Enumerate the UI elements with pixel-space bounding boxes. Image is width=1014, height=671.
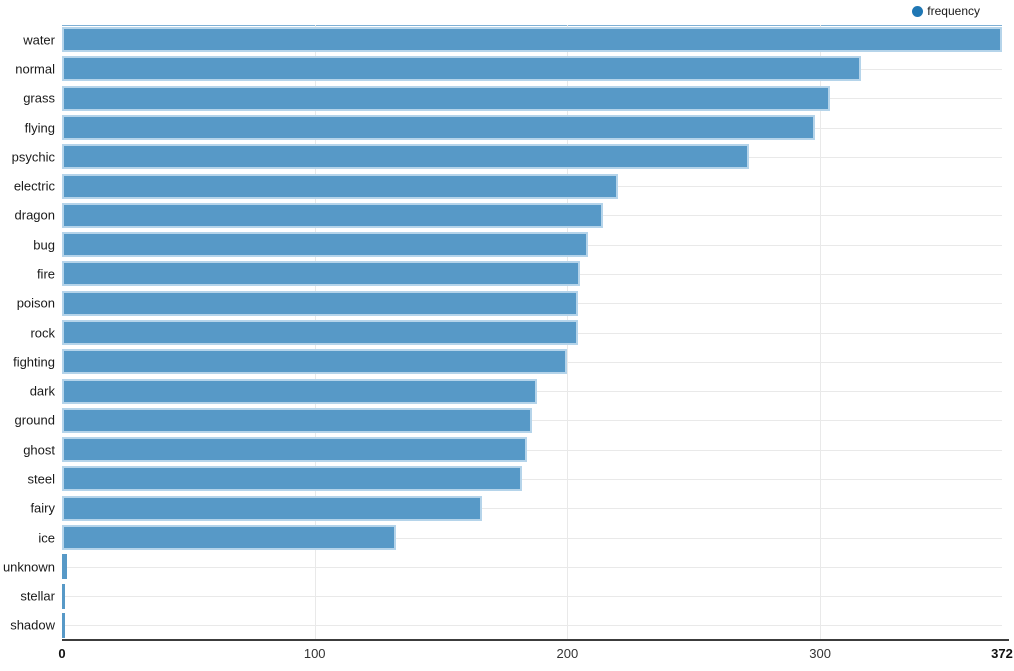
bar-poison[interactable]	[62, 290, 578, 316]
bar-steel[interactable]	[62, 466, 522, 492]
y-axis-label-dark: dark	[29, 383, 55, 399]
bar-bug[interactable]	[62, 232, 588, 258]
legend-marker-icon	[912, 5, 924, 17]
y-gridline	[62, 508, 1002, 510]
y-axis-label-fighting: fighting	[13, 354, 55, 370]
bar-ground[interactable]	[62, 407, 532, 433]
bar-fairy[interactable]	[62, 495, 482, 521]
legend-label: frequency	[927, 4, 980, 18]
bar-rock[interactable]	[62, 320, 578, 345]
bar-stellar[interactable]	[62, 583, 65, 609]
y-axis-label-unknown: unknown	[2, 559, 55, 575]
y-axis-label-stellar: stellar	[20, 588, 55, 604]
x-tick-label-100: 100	[303, 646, 326, 661]
bar-ghost[interactable]	[62, 437, 527, 463]
plot-top-border	[62, 25, 1002, 26]
y-axis-label-normal: normal	[15, 61, 55, 77]
y-gridline	[62, 566, 1002, 568]
bar-normal[interactable]	[62, 56, 861, 82]
bar-water[interactable]	[62, 27, 1002, 53]
x-axis-line	[62, 639, 1009, 641]
x-tick-label-300: 300	[809, 646, 831, 661]
x-tick-label-200: 200	[556, 646, 579, 661]
bar-flying[interactable]	[62, 115, 815, 140]
y-axis-label-fire: fire	[36, 266, 55, 282]
bar-unknown[interactable]	[62, 554, 68, 580]
y-axis-label-rock: rock	[30, 325, 55, 340]
y-axis-label-flying: flying	[24, 120, 55, 135]
bar-fire[interactable]	[62, 261, 580, 287]
bar-fighting[interactable]	[62, 349, 568, 375]
y-gridline	[62, 537, 1002, 539]
y-axis-label-ice: ice	[38, 530, 55, 545]
y-gridline	[62, 420, 1002, 422]
y-axis-label-poison: poison	[16, 295, 55, 311]
y-gridline	[62, 478, 1002, 480]
x-tick-label-372: 372	[991, 646, 1013, 661]
y-axis-label-electric: electric	[13, 178, 55, 194]
y-axis-label-fairy: fairy	[30, 500, 55, 516]
bar-electric[interactable]	[62, 173, 618, 199]
y-axis-label-psychic: psychic	[11, 149, 55, 165]
bar-dark[interactable]	[62, 378, 538, 404]
y-axis-label-shadow: shadow	[10, 617, 55, 633]
y-axis-label-water: water	[23, 32, 55, 48]
bar-ice[interactable]	[62, 525, 396, 550]
x-tick-label-0: 0	[58, 646, 66, 661]
legend[interactable]: frequency	[912, 4, 980, 18]
bar-grass[interactable]	[62, 85, 831, 111]
bar-psychic[interactable]	[62, 144, 750, 170]
y-axis-label-bug: bug	[33, 237, 55, 253]
y-gridline	[62, 449, 1002, 451]
bar-dragon[interactable]	[62, 202, 603, 228]
y-gridline	[62, 625, 1002, 627]
y-gridline	[62, 596, 1002, 598]
bar-shadow[interactable]	[62, 612, 65, 638]
y-axis-label-grass: grass	[23, 90, 55, 106]
y-axis-label-ghost: ghost	[23, 442, 55, 458]
y-axis-label-dragon: dragon	[14, 207, 55, 223]
y-axis-label-ground: ground	[14, 412, 55, 428]
y-axis-label-steel: steel	[27, 471, 55, 487]
